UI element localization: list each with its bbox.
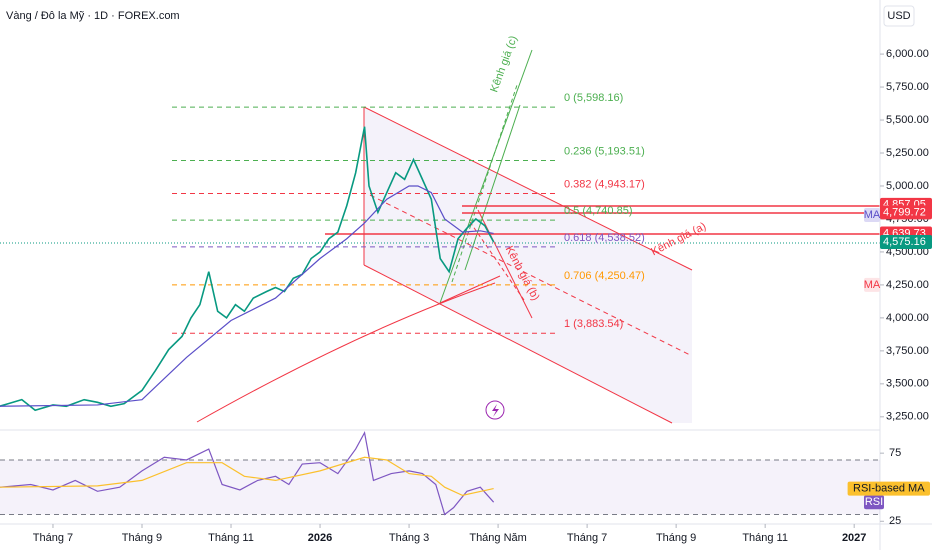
x-tick-label: 2026 [308, 532, 332, 544]
x-tick-label: Tháng 9 [656, 532, 696, 544]
price-tag-label: 4,575.16 [883, 236, 926, 248]
x-tick-label: Tháng 9 [122, 532, 162, 544]
channel-fill [364, 107, 692, 423]
y-tick-label: 3,250.00 [886, 411, 929, 423]
y-tick-label: 5,500.00 [886, 114, 929, 126]
series-line [0, 430, 495, 516]
fib-label: 0 (5,598.16) [564, 92, 623, 104]
y-tick-label: 3,500.00 [886, 378, 929, 390]
y-tick-label: 5,000.00 [886, 180, 929, 192]
y-tick-label: 4,250.00 [886, 279, 929, 291]
legend-entry: RSI [865, 496, 883, 508]
fib-label: 0.236 (5,193.51) [564, 145, 645, 157]
x-tick-label: Tháng Năm [469, 532, 526, 544]
price-tag-label: MA [864, 279, 881, 291]
drawings [0, 49, 880, 424]
fib-label: 0.706 (4,250.47) [564, 270, 645, 282]
rsi-band [0, 459, 880, 515]
channel-line [363, 106, 693, 271]
series-line [0, 185, 494, 407]
channel-line [363, 264, 673, 424]
y-tick-label: 4,500.00 [886, 246, 929, 258]
price-tag [864, 277, 880, 292]
y-tick-label: 3,750.00 [886, 345, 929, 357]
channel-b [469, 221, 525, 301]
fib-label: 0.382 (4,943.17) [564, 178, 645, 190]
fib-label: 1 (3,883.54) [564, 318, 623, 330]
fib-label: 0.618 (4,538.52) [564, 232, 645, 244]
price-tag-label: MA [864, 209, 881, 221]
x-tick-label: Tháng 7 [33, 532, 73, 544]
fib-label: 0.5 (4,740.85) [564, 205, 633, 217]
y-tick-label: 75 [889, 447, 901, 459]
price-tag [864, 208, 880, 222]
y-tick-label: 4,000.00 [886, 312, 929, 324]
series-tag [847, 481, 930, 496]
series-tag [864, 495, 884, 510]
y-tick-label: 6,000.00 [886, 48, 929, 60]
series-line [0, 126, 495, 412]
x-tick-label: Tháng 3 [389, 532, 429, 544]
series-line [0, 456, 494, 497]
channel-c [439, 49, 533, 304]
long-ma [196, 282, 496, 423]
y-tick-label: 5,750.00 [886, 81, 929, 93]
x-tick-label: Tháng 11 [208, 532, 254, 544]
channel-mid [369, 194, 691, 356]
y-tick-label: 25 [889, 515, 901, 527]
currency[interactable]: USD [887, 10, 910, 22]
x-tick-label: 2027 [842, 532, 866, 544]
legend-entry: RSI-based MA [853, 482, 925, 494]
event-icon-bolt [492, 404, 499, 417]
x-tick-label: Tháng 11 [742, 532, 788, 544]
chart-title: Vàng / Đô la Mỹ · 1D · FOREX.com [6, 10, 180, 22]
trend-line [439, 275, 501, 304]
currency-button[interactable] [883, 5, 915, 27]
channel-b [477, 209, 533, 319]
price-tag-label: 4,799.72 [883, 206, 926, 218]
x-tick-label: Tháng 7 [567, 532, 607, 544]
y-tick-label: 5,250.00 [886, 147, 929, 159]
price-tag [880, 235, 932, 250]
price-tag [880, 205, 932, 220]
